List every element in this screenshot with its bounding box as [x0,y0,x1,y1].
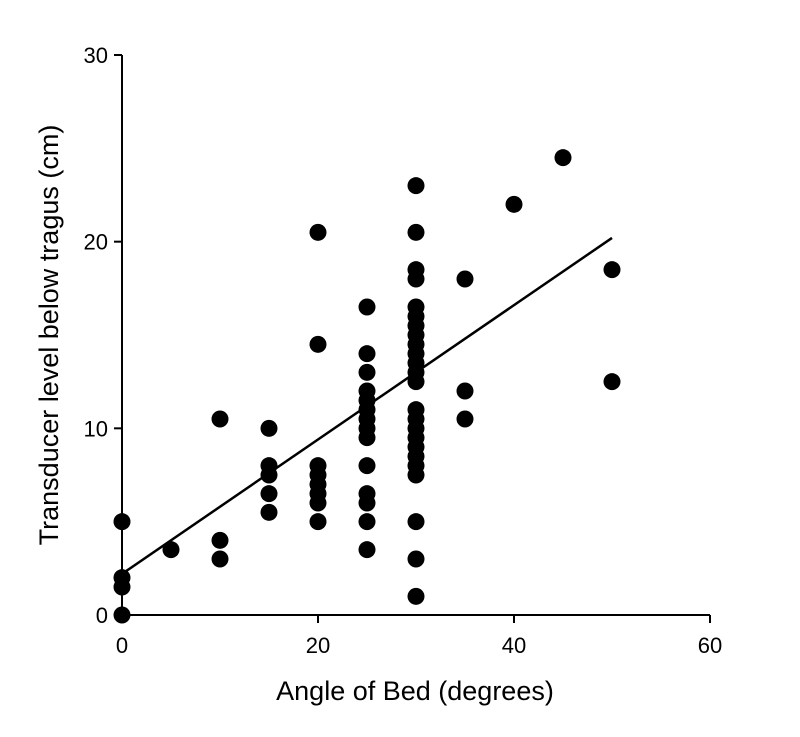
data-point [407,587,425,605]
data-point [603,261,621,279]
data-point [358,513,376,531]
y-axis-title: Transducer level below tragus (cm) [34,125,64,546]
data-point [407,298,425,316]
data-point [211,550,229,568]
x-tick-label: 60 [698,633,722,658]
y-tick-label: 0 [96,603,108,628]
data-point [407,177,425,195]
data-point [113,569,131,587]
data-point [407,550,425,568]
data-point [407,513,425,531]
data-point [358,485,376,503]
data-point [603,373,621,391]
data-point [260,419,278,437]
y-tick-labels: 0 10 20 30 [84,43,108,628]
data-point [554,149,572,167]
data-point [358,363,376,381]
y-tick-label: 20 [84,230,108,255]
data-point [260,485,278,503]
data-point [505,195,523,213]
data-point [456,382,474,400]
x-tick-label: 40 [502,633,526,658]
data-points [113,149,621,624]
data-point [113,513,131,531]
data-point [309,457,327,475]
x-axis-title: Angle of Bed (degrees) [276,676,554,706]
y-tick-label: 10 [84,416,108,441]
data-point [162,541,180,559]
x-tick-labels: 0 20 40 60 [116,633,722,658]
data-point [407,261,425,279]
data-point [358,541,376,559]
x-tick-label: 0 [116,633,128,658]
x-tick-label: 20 [306,633,330,658]
data-point [309,223,327,241]
data-point [358,457,376,475]
y-tick-label: 30 [84,43,108,68]
data-point [211,531,229,549]
data-point [358,298,376,316]
data-point [309,335,327,353]
data-point [260,503,278,521]
data-point [211,410,229,428]
data-point [113,606,131,624]
data-point [358,345,376,363]
data-point [407,401,425,419]
data-point [456,410,474,428]
data-point [309,513,327,531]
data-point [358,382,376,400]
data-point [456,270,474,288]
data-point [260,457,278,475]
data-point [407,223,425,241]
